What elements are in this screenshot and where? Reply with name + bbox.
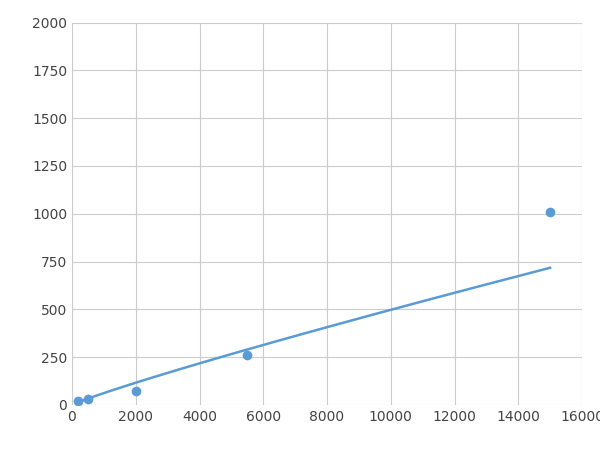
Point	[242, 352, 252, 359]
Point	[83, 396, 93, 403]
Point	[131, 387, 140, 394]
Point	[545, 208, 555, 216]
Point	[74, 398, 83, 405]
